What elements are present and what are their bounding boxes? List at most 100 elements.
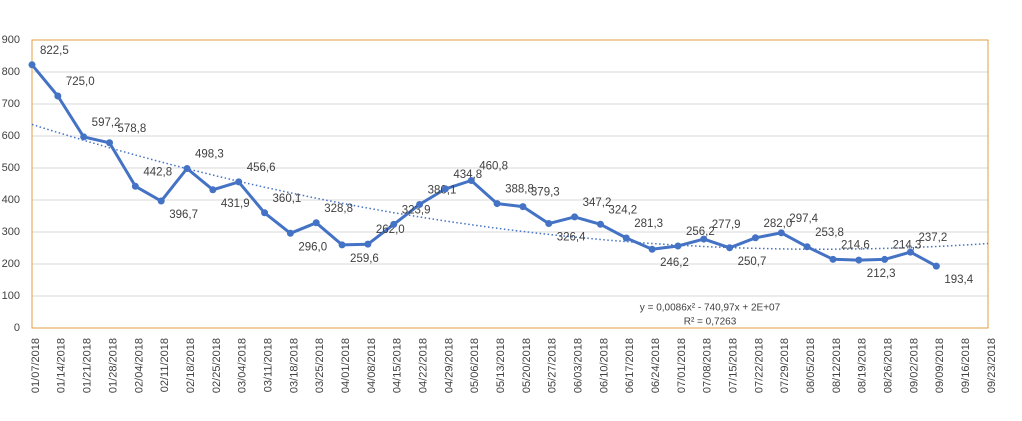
data-label: 237,2 [918, 232, 947, 244]
x-tick-label: 05/27/2018 [547, 338, 559, 393]
y-tick-label: 600 [2, 130, 20, 142]
point [932, 262, 940, 270]
x-tick-label: 08/05/2018 [805, 338, 817, 393]
x-tick-label: 09/09/2018 [934, 338, 946, 393]
x-tick-label: 06/17/2018 [624, 338, 636, 393]
point [855, 256, 863, 264]
point [596, 220, 604, 228]
data-label: 442,8 [143, 166, 172, 178]
data-label: 460,8 [479, 161, 508, 173]
data-label: 725,0 [66, 76, 95, 88]
point [416, 200, 424, 208]
data-label: 193,4 [944, 274, 973, 286]
point [106, 139, 114, 147]
x-tick-label: 05/06/2018 [469, 338, 481, 393]
data-label: 297,4 [789, 213, 818, 225]
data-label: 296,0 [298, 241, 327, 253]
data-label: 277,9 [712, 219, 741, 231]
data-label: 822,5 [40, 45, 69, 57]
data-label: 597,2 [92, 117, 121, 129]
point [571, 213, 579, 221]
y-tick-label: 500 [2, 162, 20, 174]
x-tick-label: 02/11/2018 [159, 338, 171, 392]
point [131, 182, 139, 190]
trend-equation: y = 0,0086x² - 740,97x + 2E+07 [640, 303, 781, 314]
point [441, 185, 449, 193]
x-tick-label: 09/23/2018 [986, 338, 998, 393]
point [235, 178, 243, 186]
y-tick-label: 300 [2, 226, 20, 238]
point [777, 229, 785, 237]
x-tick-label: 06/24/2018 [650, 338, 662, 393]
plot-border [31, 39, 989, 329]
point [700, 235, 708, 243]
data-label: 328,8 [324, 203, 353, 215]
x-tick-label: 02/25/2018 [211, 338, 223, 393]
x-tick-label: 02/18/2018 [185, 338, 197, 393]
point [183, 165, 191, 173]
data-label: 259,6 [350, 253, 379, 265]
data-label: 379,3 [531, 187, 560, 199]
x-tick-label: 03/04/2018 [237, 338, 249, 393]
y-tick-label: 700 [2, 98, 20, 110]
data-label: 256,2 [686, 226, 715, 238]
data-label: 282,0 [763, 218, 792, 230]
data-label: 431,9 [221, 198, 250, 210]
x-tick-label: 03/18/2018 [288, 338, 300, 393]
data-label: 246,2 [660, 257, 689, 269]
x-tick-label: 04/29/2018 [443, 338, 455, 393]
series-line [30, 63, 938, 268]
point [674, 242, 682, 250]
point [209, 186, 217, 194]
y-tick-label: 900 [2, 34, 20, 46]
x-tick-label: 08/26/2018 [883, 338, 895, 393]
point [286, 229, 294, 237]
point [338, 241, 346, 249]
data-label: 250,7 [738, 256, 767, 268]
y-tick-label: 100 [2, 290, 20, 302]
x-tick-label: 09/02/2018 [908, 338, 920, 393]
data-label: 324,2 [608, 204, 637, 216]
x-tick-label: 01/07/2018 [30, 338, 42, 393]
data-label: 578,8 [118, 123, 147, 135]
x-tick-label: 07/08/2018 [702, 338, 714, 393]
data-label: 253,8 [815, 227, 844, 239]
point [519, 203, 527, 211]
point [906, 248, 914, 256]
y-tick-label: 400 [2, 194, 20, 206]
data-label: 388,8 [505, 184, 534, 196]
x-tick-label: 05/20/2018 [521, 338, 533, 393]
point [312, 219, 320, 227]
x-tick-label: 01/21/2018 [82, 338, 94, 393]
x-tick-label: 06/10/2018 [598, 338, 610, 393]
data-label: 347,2 [583, 197, 612, 209]
x-tick-label: 05/13/2018 [495, 338, 507, 393]
point [28, 61, 36, 69]
x-tick-label: 04/08/2018 [366, 338, 378, 393]
point [803, 243, 811, 251]
point [622, 234, 630, 242]
point [80, 133, 88, 141]
x-tick-label: 07/15/2018 [728, 338, 740, 393]
x-tick-label: 08/12/2018 [831, 338, 843, 393]
x-tick-label: 02/04/2018 [133, 338, 145, 393]
point [467, 177, 475, 185]
x-tick-label: 04/22/2018 [417, 338, 429, 393]
data-label: 386,1 [428, 184, 457, 196]
x-tick-label: 08/19/2018 [857, 338, 869, 393]
data-label: 214,3 [893, 239, 922, 251]
point [493, 200, 501, 208]
y-tick-label: 200 [2, 258, 20, 270]
data-label: 434,8 [453, 169, 482, 181]
trend-r-squared: R² = 0,7263 [684, 317, 737, 328]
point [648, 245, 656, 253]
data-label: 326,4 [557, 232, 586, 244]
data-label: 456,6 [247, 162, 276, 174]
point [751, 234, 759, 242]
data-label: 360,1 [273, 193, 302, 205]
point [390, 220, 398, 228]
point [881, 255, 889, 263]
x-tick-label: 01/14/2018 [56, 338, 68, 393]
